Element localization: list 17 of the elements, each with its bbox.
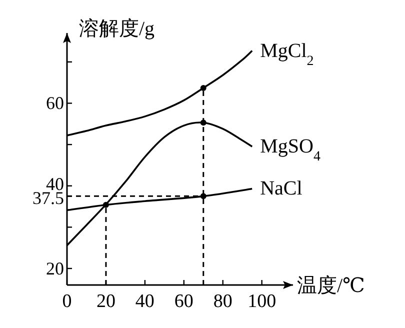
x-axis-title: 温度/℃ (297, 275, 365, 297)
point (200, 120, 206, 126)
x-tick-label: 20 (96, 291, 116, 312)
series-label: MgSO$_{4}$ (260, 136, 320, 164)
point (102, 202, 109, 208)
x-tick-label: 40 (135, 291, 154, 312)
x-tick-label: 80 (213, 291, 232, 312)
series-label: NaCl (260, 178, 303, 200)
series-label: MgCl$_{2}$ (260, 40, 314, 68)
y-tick-label: 20 (46, 258, 64, 278)
point (200, 193, 206, 200)
x-tick-label: 60 (174, 291, 194, 312)
x-tick-label: 100 (248, 291, 276, 312)
point (200, 84, 206, 91)
y-tick-label: 60 (46, 93, 64, 114)
y-axis-title: 溶解度/g (79, 18, 155, 40)
x-tick-label: 0 (62, 291, 72, 312)
